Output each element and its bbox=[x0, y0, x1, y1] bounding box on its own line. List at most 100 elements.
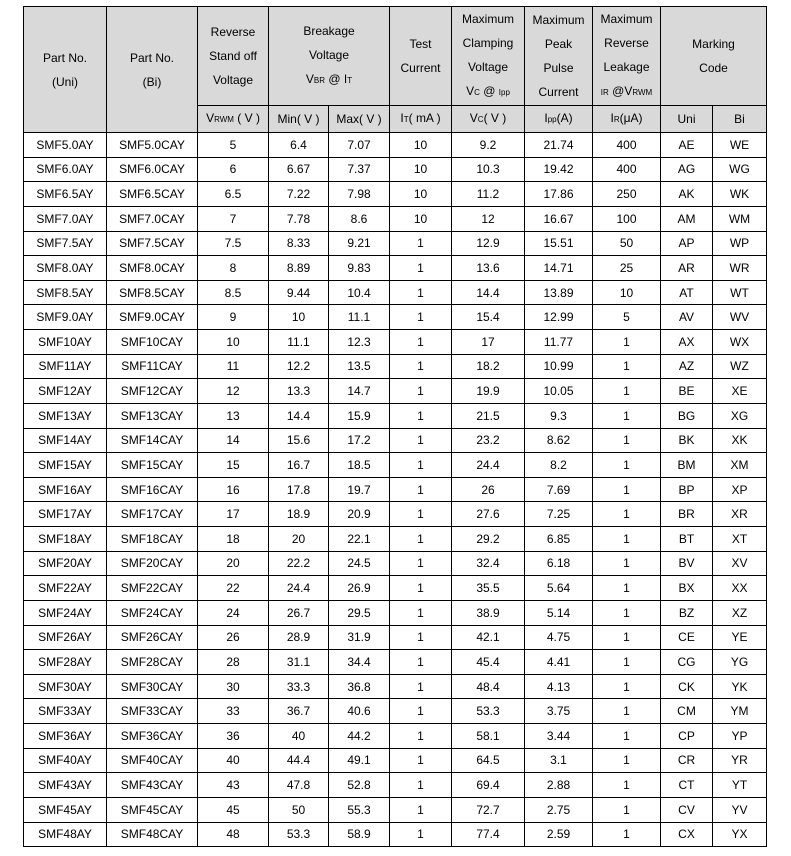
table-row: SMF10AY SMF10CAY 10 11.1 12.3 1 17 11.77 1 AX WX bbox=[23, 329, 767, 355]
column-header: Maximum Peak Pulse Current bbox=[524, 6, 593, 106]
table-cell: 1 bbox=[389, 772, 452, 798]
table-cell: SMF18AY bbox=[23, 526, 107, 552]
table-cell: AZ bbox=[660, 353, 713, 380]
table-cell: 45 bbox=[197, 796, 269, 823]
table-cell: 8.89 bbox=[268, 255, 329, 281]
table-cell: AG bbox=[660, 156, 713, 183]
table-cell: SMF14AY bbox=[23, 427, 107, 454]
table-cell: 4.13 bbox=[524, 673, 593, 700]
header-line: Peak bbox=[525, 32, 592, 56]
table-cell: 6.67 bbox=[268, 156, 329, 183]
table-cell: CX bbox=[660, 821, 713, 848]
table-cell: BE bbox=[660, 378, 713, 404]
header-line: Leakage bbox=[593, 55, 660, 79]
table-cell: 69.4 bbox=[451, 772, 525, 798]
table-cell: 1 bbox=[389, 624, 452, 651]
table-cell: 17.8 bbox=[268, 476, 329, 503]
table-cell: 17 bbox=[197, 501, 269, 527]
table-cell: 400 bbox=[592, 132, 661, 158]
table-cell: WZ bbox=[712, 353, 767, 380]
table-header: Part No. (Uni) Part No. (Bi) Reverse Stand of… bbox=[23, 6, 767, 133]
table-cell: 14 bbox=[197, 427, 269, 454]
table-cell: 53.3 bbox=[451, 698, 525, 724]
header-text: @V bbox=[608, 84, 633, 98]
table-cell: 1 bbox=[389, 501, 452, 527]
table-cell: SMF9.0CAY bbox=[106, 304, 198, 330]
table-cell: 13.5 bbox=[328, 353, 390, 380]
table-cell: SMF48AY bbox=[23, 821, 107, 848]
subscript-text: IR bbox=[600, 88, 609, 97]
header-text: Maximum bbox=[532, 13, 585, 27]
table-cell: CT bbox=[660, 772, 713, 798]
table-cell: SMF48CAY bbox=[106, 821, 198, 848]
header-text: I bbox=[544, 111, 548, 125]
table-cell: SMF6.0AY bbox=[23, 156, 107, 183]
table-cell: SMF17CAY bbox=[106, 501, 198, 527]
table-cell: CP bbox=[660, 723, 713, 749]
table-cell: 12 bbox=[451, 205, 525, 232]
table-cell: 2.59 bbox=[524, 821, 593, 848]
table-cell: SMF20CAY bbox=[106, 550, 198, 577]
table-cell: WK bbox=[712, 181, 767, 207]
table-row: SMF18AY SMF18CAY 18 20 22.1 1 29.2 6.85 1 BT XT bbox=[23, 526, 767, 552]
table-cell: 8.6 bbox=[328, 205, 390, 232]
unit-header: Ipp(A) bbox=[524, 105, 593, 133]
header-text: Voltage bbox=[467, 60, 509, 74]
table-cell: 18.5 bbox=[328, 452, 390, 478]
table-cell: AT bbox=[660, 279, 713, 306]
table-cell: 13.3 bbox=[268, 378, 329, 404]
table-cell: WV bbox=[712, 304, 767, 330]
table-cell: 19.9 bbox=[451, 378, 525, 404]
table-cell: 35.5 bbox=[451, 575, 525, 601]
table-cell: 11.2 bbox=[451, 181, 525, 207]
table-cell: 7.5 bbox=[197, 230, 269, 257]
header-text: Peak bbox=[544, 37, 573, 51]
header-text: Part No. bbox=[129, 50, 174, 65]
table-cell: SMF33AY bbox=[23, 698, 107, 724]
table-cell: XV bbox=[712, 550, 767, 577]
header-line: Maximum bbox=[525, 8, 592, 32]
table-cell: 10.99 bbox=[524, 353, 593, 380]
header-text: @ I bbox=[325, 72, 348, 86]
table-cell: 1 bbox=[389, 304, 452, 330]
table-row: SMF7.0AY SMF7.0CAY 7 7.78 8.6 10 12 16.67 100 AM W… bbox=[23, 205, 767, 232]
table-cell: 1 bbox=[592, 673, 661, 700]
table-row: SMF11AY SMF11CAY 11 12.2 13.5 1 18.2 10.99 1 AZ WZ bbox=[23, 353, 767, 380]
table-cell: 20 bbox=[268, 526, 329, 552]
column-header: Part No. (Uni) bbox=[23, 6, 107, 133]
table-cell: 31.1 bbox=[268, 649, 329, 675]
table-cell: 1 bbox=[592, 329, 661, 355]
table-cell: 55.3 bbox=[328, 796, 390, 823]
table-cell: 1 bbox=[389, 329, 452, 355]
table-cell: 32.4 bbox=[451, 550, 525, 577]
table-cell: 7.25 bbox=[524, 501, 593, 527]
unit-header: Uni bbox=[660, 105, 713, 133]
table-cell: BV bbox=[660, 550, 713, 577]
table-cell: 3.1 bbox=[524, 747, 593, 774]
table-cell: 20 bbox=[197, 550, 269, 577]
table-cell: 43 bbox=[197, 772, 269, 798]
table-row: SMF48AY SMF48CAY 48 53.3 58.9 1 77.4 2.59 1 CX YX bbox=[23, 821, 767, 848]
table-cell: WR bbox=[712, 255, 767, 281]
table-cell: 36 bbox=[197, 723, 269, 749]
table-cell: 26.7 bbox=[268, 599, 329, 626]
table-cell: 40 bbox=[268, 723, 329, 749]
table-cell: 29.2 bbox=[451, 526, 525, 552]
table-cell: 1 bbox=[592, 723, 661, 749]
table-cell: 400 bbox=[592, 156, 661, 183]
table-cell: 1 bbox=[592, 501, 661, 527]
table-cell: 19.7 bbox=[328, 476, 390, 503]
table-cell: 1 bbox=[389, 649, 452, 675]
column-header: Breakage Voltage VBR @ IT bbox=[268, 6, 390, 106]
table-cell: 12.99 bbox=[524, 304, 593, 330]
table-cell: 50 bbox=[268, 796, 329, 823]
table-cell: 28.9 bbox=[268, 624, 329, 651]
table-cell: 5 bbox=[592, 304, 661, 330]
table-cell: SMF8.0AY bbox=[23, 255, 107, 281]
table-cell: SMF7.0AY bbox=[23, 205, 107, 232]
table-cell: 1 bbox=[389, 230, 452, 257]
table-cell: 7.98 bbox=[328, 181, 390, 207]
header-line: (Bi) bbox=[107, 70, 197, 94]
table-row: SMF5.0AY SMF5.0CAY 5 6.4 7.07 10 9.2 21.74 400 AE… bbox=[23, 132, 767, 158]
header-text: (A) bbox=[556, 111, 573, 125]
